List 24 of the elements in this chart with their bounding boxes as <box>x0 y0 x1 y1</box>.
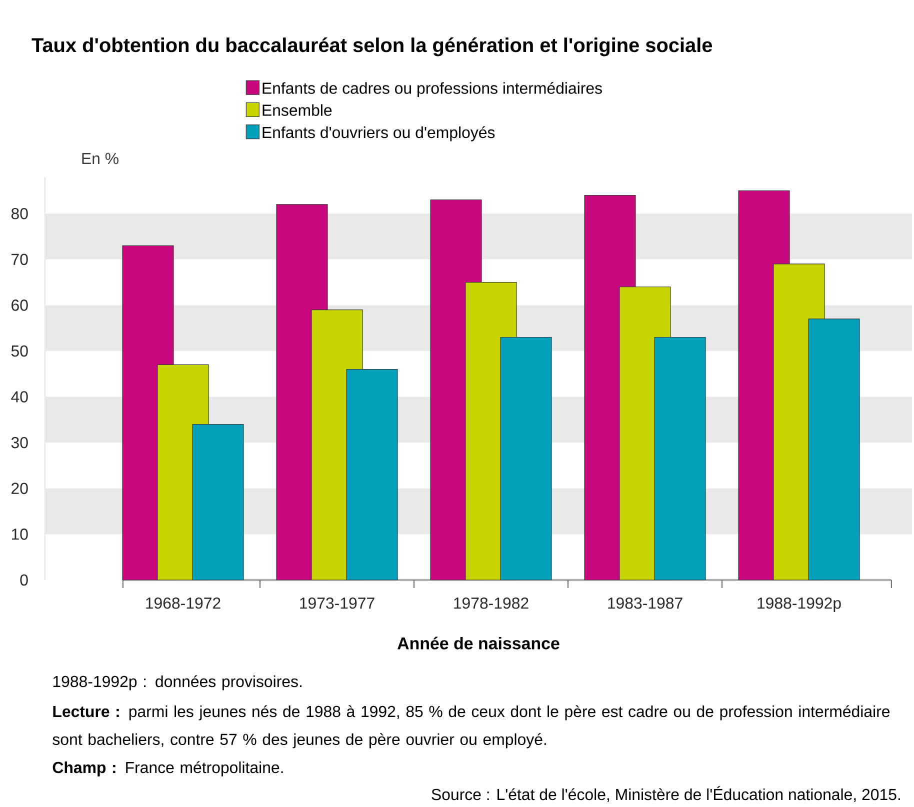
x-axis-title: Année de naissance <box>398 636 560 650</box>
text: Champ : France métropolitaine. <box>52 761 283 776</box>
y-tick-label: 20 <box>12 482 28 494</box>
chart-title: Taux d'obtention du baccalauréat selon la génération et l'origine sociale <box>32 37 712 56</box>
x-tick-label: 1988-1992p <box>758 598 841 612</box>
y-tick-label: 10 <box>12 528 28 540</box>
x-tick-label: 1973-1977 <box>300 598 374 609</box>
text: Lecture : parmi les jeunes nés de 1988 à 1992, 85 % de ceux dont le père est cadre ou de profession intermédiaire sont bacheliers, contre 57 % des jeunes de père ouvrier ou employé. <box>52 705 890 748</box>
text: 1988-1992p : données provisoires. <box>53 675 302 690</box>
y-tick-label: 70 <box>12 254 28 266</box>
text: En % <box>82 152 118 164</box>
x-tick-label: 1968-1972 <box>146 598 220 609</box>
source-note: Source : L'état de l'école, Ministère de l'Éducation nationale, 2015. <box>432 786 900 802</box>
y-tick-label: 60 <box>12 300 28 311</box>
y-tick-label: 40 <box>11 391 28 402</box>
y-tick-label: 50 <box>11 345 28 357</box>
legend-label: Ensemble <box>262 104 332 116</box>
y-tick-label: 0 <box>20 574 28 586</box>
y-tick-label: 80 <box>11 208 28 220</box>
x-tick-label: 1983-1987 <box>608 598 682 609</box>
x-tick-label: 1978-1982 <box>454 598 528 609</box>
legend-label: Enfants d'ouvriers ou d'employés <box>262 126 495 142</box>
y-tick-label: 30 <box>11 436 28 448</box>
legend-label: Enfants de cadres ou professions intermédiaires <box>262 82 602 98</box>
